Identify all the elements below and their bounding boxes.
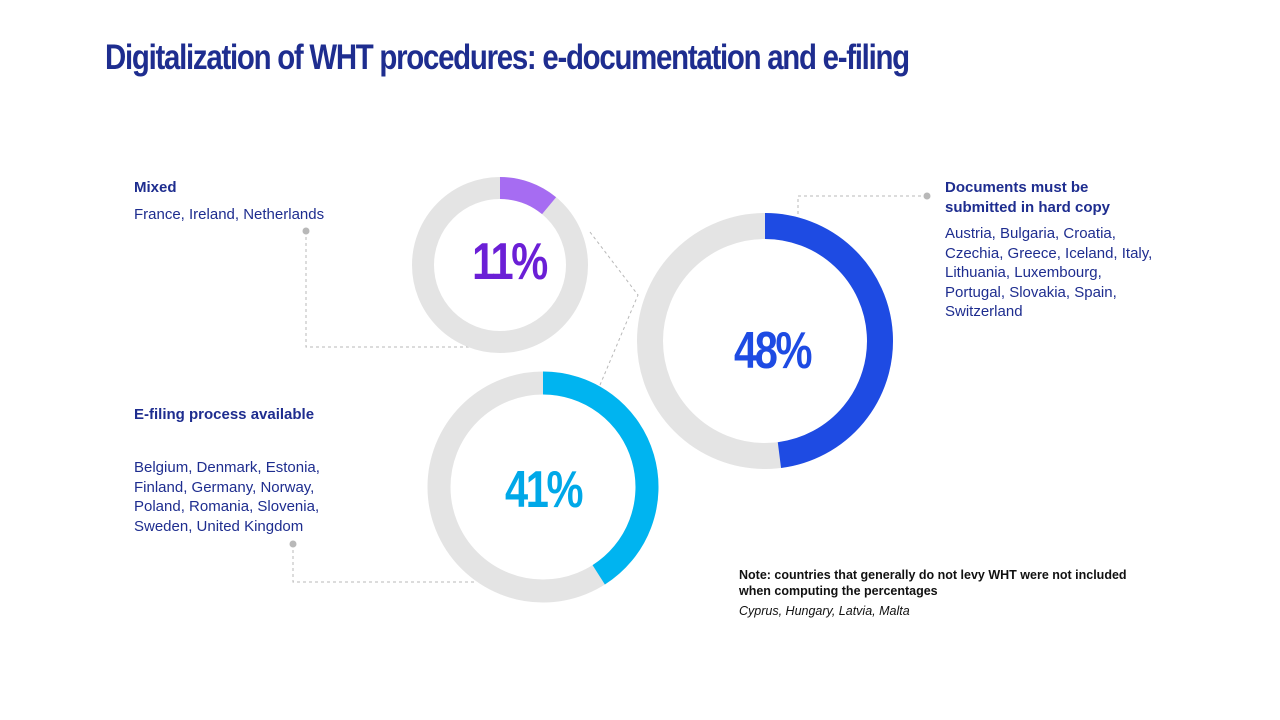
efiling-countries-line: Belgium, Denmark, Estonia, [134,459,320,476]
hard-copy-countries-line: Portugal, Slovakia, Spain, [945,283,1117,301]
donut-arc-efiling [542,371,659,585]
hard-copy-heading-line2: submitted in hard copy [945,199,1111,216]
hard-copy-countries-line: Lithuania, Luxembourg, [945,264,1102,281]
efiling-countries-line: Poland, Romania, Slovenia, [134,498,320,515]
footnote-line1: Note: countries that generally do not le… [739,568,1127,582]
efiling-countries-line: Sweden, United Kingdom [134,517,304,535]
hard-copy-countries-line: Austria, Bulgaria, Croatia, [945,225,1116,242]
efiling-connector [292,544,475,583]
percent-label-efiling: 41% [504,461,583,519]
efiling-label-block: E-filing process available Belgium, Denm… [134,405,320,536]
footnote-line2: when computing the percentages [739,584,938,598]
efiling-heading: E-filing process available [134,406,315,423]
percent-label-mixed: 11% [472,233,548,291]
hard-copy-countries-line: Switzerland [945,303,1023,320]
efiling-countries-line: Finland, Germany, Norway, [134,478,315,496]
hardcopy-connector [797,195,927,215]
donut-arc-mixed [499,177,557,215]
mixed-heading: Mixed [134,179,177,196]
footnote-excluded-countries: Cyprus, Hungary, Latvia, Malta [739,604,910,618]
mixed-countries: France, Ireland, Netherlands [134,206,325,223]
hard-copy-heading-line1: Documents must be [945,179,1089,196]
link-connector [589,231,639,386]
hardcopy-connector-dot [923,192,931,200]
mixed-connector [305,231,490,348]
hard-copy-countries-line: Czechia, Greece, Iceland, Italy, [945,244,1153,262]
hard-copy-label-block: Documents must be submitted in hard copy… [945,178,1152,322]
page-title: Digitalization of WHT procedures: e-docu… [105,38,910,77]
percent-label-hard-copy: 48% [733,322,812,380]
efiling-connector-dot [289,540,297,548]
footnote: Note: countries that generally do not le… [739,567,1169,619]
mixed-connector-dot [302,227,310,235]
donut-arc-hard-copy [764,213,893,468]
mixed-label-block: Mixed France, Ireland, Netherlands [134,178,324,225]
